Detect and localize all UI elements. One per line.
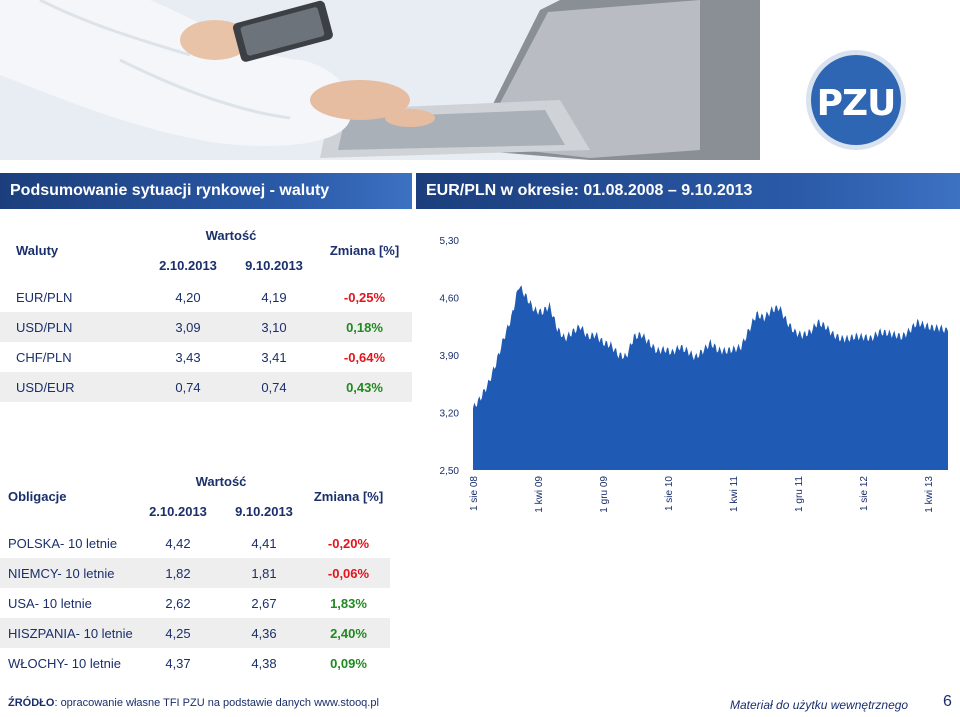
bond-value-header: Wartość [195, 473, 247, 489]
eurpln-area-chart: 5,30 4,60 3,90 3,20 2,50 1 sie 08 1 kwi 09 1 gr… [440, 236, 948, 513]
table-row: EUR/PLN 4,20 4,19 -0,25% [0, 282, 412, 312]
row-name: USA- 10 letnie [8, 595, 92, 611]
row-value-2: 4,19 [261, 289, 287, 305]
row-value-2: 3,41 [261, 349, 287, 365]
row-value-2: 1,81 [251, 565, 277, 581]
x-tick-label: 1 sie 12 [859, 476, 870, 511]
date1-header: 2.10.2013 [159, 257, 217, 273]
bond-table: Obligacje Wartość Zmiana [%] 2.10.2013 9… [0, 466, 390, 678]
row-change: -0,64% [343, 349, 386, 365]
y-tick-label: 4,60 [440, 294, 460, 305]
x-tick-label: 1 kwi 09 [534, 476, 545, 513]
x-tick-label: 1 sie 10 [664, 476, 675, 511]
pzu-logo: PZU [806, 50, 906, 150]
change-header: Zmiana [%] [329, 242, 400, 258]
y-tick-label: 3,90 [440, 351, 460, 362]
table-row: USA- 10 letnie 2,62 2,67 1,83% [0, 588, 390, 618]
row-value-1: 3,09 [175, 319, 201, 335]
source-note: ŹRÓDŁO: opracowanie własne TFI PZU na po… [8, 697, 379, 709]
table-row: CHF/PLN 3,43 3,41 -0,64% [0, 342, 412, 372]
row-value-2: 3,10 [261, 319, 287, 335]
laptop-photo-illustration [0, 0, 760, 160]
internal-note: Materiał do użytku wewnętrznego [730, 698, 909, 712]
x-tick-label: 1 kwi 11 [729, 476, 740, 512]
hero-photo [0, 0, 760, 160]
row-value-1: 4,25 [165, 625, 191, 641]
row-change: 2,40% [330, 625, 367, 641]
table-row: HISZPANIA- 10 letnie 4,25 4,36 2,40% [0, 618, 390, 648]
row-value-1: 4,42 [165, 535, 191, 551]
row-value-2: 4,38 [251, 655, 277, 671]
row-change: -0,20% [327, 535, 370, 551]
source-text: : opracowanie własne TFI PZU na podstawi… [54, 697, 379, 709]
row-value-1: 0,74 [175, 379, 201, 395]
chart-title: EUR/PLN w okresie: 01.08.2008 – 9.10.201… [416, 173, 960, 209]
y-tick-label: 3,20 [440, 409, 460, 420]
bond-date1-header: 2.10.2013 [149, 503, 207, 519]
table-row: WŁOCHY- 10 letnie 4,37 4,38 0,09% [0, 648, 390, 678]
row-change: 0,18% [346, 319, 383, 335]
row-name: HISZPANIA- 10 letnie [8, 625, 133, 641]
currency-section-title: Podsumowanie sytuacji rynkowej - waluty [0, 173, 412, 209]
row-change: 0,09% [330, 655, 367, 671]
row-value-2: 4,41 [251, 535, 277, 551]
row-value-1: 2,62 [165, 595, 191, 611]
bond-col-label: Obligacje [8, 488, 67, 504]
logo-text: PZU [816, 83, 897, 124]
table-row: USD/EUR 0,74 0,74 0,43% [0, 372, 412, 402]
y-tick-label: 5,30 [440, 236, 460, 247]
row-name: WŁOCHY- 10 letnie [8, 655, 121, 671]
row-change: 1,83% [330, 595, 367, 611]
x-tick-label: 1 sie 08 [469, 476, 480, 511]
x-tick-label: 1 gru 11 [794, 476, 805, 512]
row-name: NIEMCY- 10 letnie [8, 565, 115, 581]
bond-change-header: Zmiana [%] [313, 488, 384, 504]
table-row: POLSKA- 10 letnie 4,42 4,41 -0,20% [0, 528, 390, 558]
value-header: Wartość [205, 227, 257, 243]
bond-date2-header: 9.10.2013 [235, 503, 293, 519]
currency-col-label: Waluty [16, 242, 59, 258]
y-tick-label: 2,50 [440, 466, 460, 477]
row-value-2: 0,74 [261, 379, 287, 395]
row-value-1: 3,43 [175, 349, 201, 365]
eurpln-area-series [473, 285, 948, 470]
row-name: USD/EUR [16, 379, 75, 395]
x-tick-label: 1 gru 09 [599, 476, 610, 513]
row-value-2: 4,36 [251, 625, 277, 641]
x-tick-label: 1 kwi 13 [924, 476, 935, 513]
row-name: EUR/PLN [16, 289, 73, 305]
date2-header: 9.10.2013 [245, 257, 303, 273]
row-name: USD/PLN [16, 319, 73, 335]
row-name: POLSKA- 10 letnie [8, 535, 118, 551]
currency-table: Waluty Wartość Zmiana [%] 2.10.2013 9.10… [0, 220, 412, 402]
row-change: -0,06% [327, 565, 370, 581]
row-value-1: 4,37 [165, 655, 191, 671]
row-value-1: 1,82 [165, 565, 191, 581]
row-change: -0,25% [343, 289, 386, 305]
row-change: 0,43% [346, 379, 383, 395]
row-value-2: 2,67 [251, 595, 277, 611]
table-row: USD/PLN 3,09 3,10 0,18% [0, 312, 412, 342]
page-number: 6 [943, 693, 952, 710]
row-name: CHF/PLN [16, 349, 72, 365]
table-row: NIEMCY- 10 letnie 1,82 1,81 -0,06% [0, 558, 390, 588]
source-label: ŹRÓDŁO [8, 697, 55, 709]
row-value-1: 4,20 [175, 289, 201, 305]
